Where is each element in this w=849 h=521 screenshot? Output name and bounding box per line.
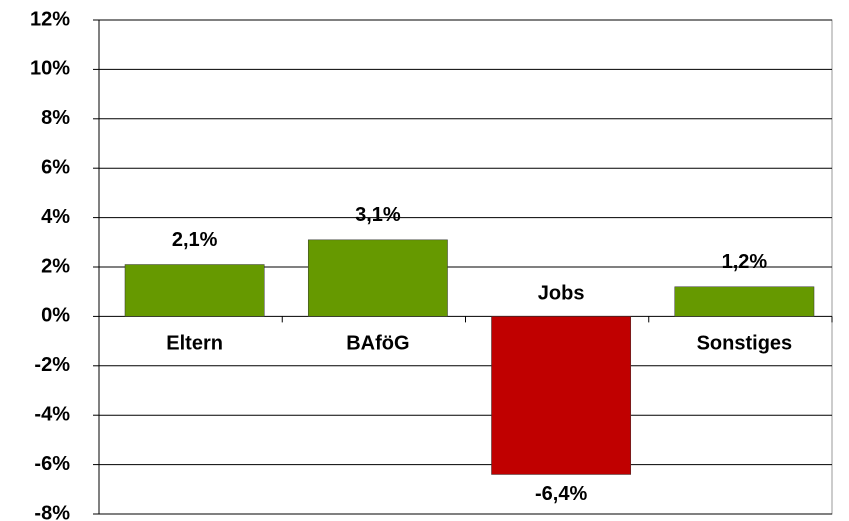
y-tick-label: 8% — [41, 107, 70, 129]
y-tick-label: -8% — [34, 502, 70, 521]
value-label: 3,1% — [355, 204, 401, 226]
y-tick-label: -2% — [34, 354, 70, 376]
bar — [124, 264, 265, 317]
value-label: -6,4% — [535, 483, 587, 505]
category-label: Eltern — [166, 333, 223, 355]
category-label: Jobs — [538, 283, 585, 305]
y-tick-label: -6% — [34, 453, 70, 475]
category-label: Sonstiges — [697, 333, 793, 355]
y-tick-label: 6% — [41, 156, 70, 178]
y-tick-label: 0% — [41, 305, 70, 327]
category-label: BAföG — [346, 333, 409, 355]
y-tick-label: -4% — [34, 403, 70, 425]
bar — [674, 286, 815, 317]
y-tick-label: 4% — [41, 206, 70, 228]
value-label: 1,2% — [722, 251, 768, 273]
y-tick-label: 12% — [30, 8, 70, 30]
value-label: 2,1% — [172, 229, 218, 251]
bar — [491, 316, 632, 475]
bar — [307, 239, 448, 317]
y-tick-label: 2% — [41, 255, 70, 277]
y-tick-label: 10% — [30, 58, 70, 80]
